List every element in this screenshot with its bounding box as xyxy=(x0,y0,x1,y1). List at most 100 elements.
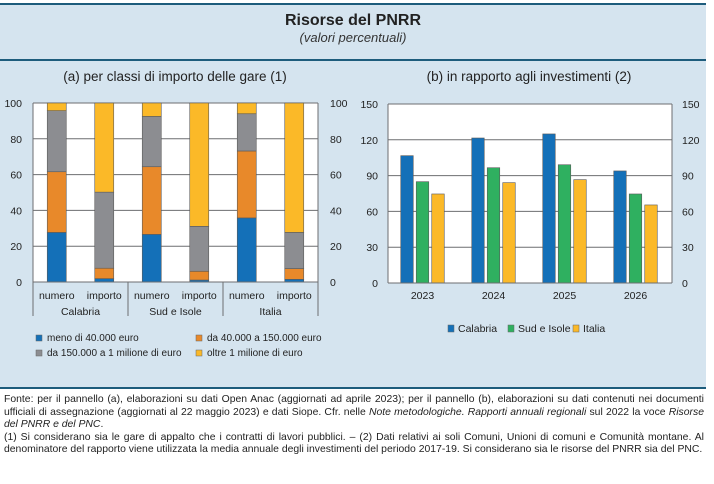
source-text-3: . xyxy=(100,419,104,431)
chart-a-legend-label: da 150.000 a 1 milione di euro xyxy=(47,348,182,359)
chart-a-ytick-left: 60 xyxy=(10,170,22,182)
chart-b-bar xyxy=(613,170,627,284)
chart-a-bar-segment xyxy=(284,268,305,280)
chart-a-bar-segment xyxy=(141,234,162,283)
chart-a-bar-segment xyxy=(46,110,67,173)
chart-a-legend-swatch xyxy=(35,349,43,357)
charts-svg: (a) per classi di importo delle gare (1)… xyxy=(4,69,699,359)
bottom-rule xyxy=(0,387,706,389)
chart-a-xtick: importo xyxy=(87,290,122,302)
chart-b-xtick: 2025 xyxy=(553,290,577,302)
chart-b-ytick-left: 150 xyxy=(360,99,378,111)
chart-a-xtick: numero xyxy=(229,290,265,302)
header-rule xyxy=(0,59,706,61)
chart-b: (b) in rapporto agli investimenti (2) 0 0 3… xyxy=(360,69,699,335)
chart-b-bar xyxy=(431,193,445,284)
chart-a-bar-segment xyxy=(141,102,162,117)
chart-a-bar-segment xyxy=(46,102,67,111)
chart-a-xtick: numero xyxy=(39,290,75,302)
chart-a-bar-segment xyxy=(141,116,162,168)
chart-a-bar-segment xyxy=(189,226,210,272)
chart-a-legend-swatch xyxy=(35,334,43,342)
chart-a-ytick-right: 100 xyxy=(330,98,348,110)
chart-a-bar-segment xyxy=(46,171,67,233)
chart-b-legend-label: Calabria xyxy=(458,323,497,335)
chart-a-group-label: Calabria xyxy=(61,306,100,318)
chart-a-ytick-right: 0 xyxy=(330,277,336,289)
chart-a-group-label: Sud e Isole xyxy=(149,306,202,318)
chart-b-bar xyxy=(557,164,572,284)
chart-b-ytick-right: 60 xyxy=(682,206,694,218)
chart-b-bar xyxy=(486,167,501,284)
chart-a-bar-segment xyxy=(141,166,162,235)
chart-b-legend-swatch xyxy=(447,324,455,333)
chart-a-bar-segment xyxy=(94,191,115,269)
chart-b-ytick-left: 30 xyxy=(366,242,378,254)
chart-a-bar-segment xyxy=(189,270,210,281)
chart-a-xtick: importo xyxy=(182,290,217,302)
chart-b-bar xyxy=(400,155,414,284)
chart-b-ytick-right: 30 xyxy=(682,242,694,254)
chart-a-bar-segment xyxy=(284,102,305,233)
chart-a-group-label: Italia xyxy=(259,306,281,318)
chart-b-ytick-right: 90 xyxy=(682,171,694,183)
chart-a-ytick-left: 100 xyxy=(4,98,22,110)
chart-a-legend-label: meno di 40.000 euro xyxy=(47,333,139,344)
chart-a-ytick-right: 80 xyxy=(330,134,342,146)
chart-b-ytick-left: 60 xyxy=(366,206,378,218)
chart-a-ytick-right: 20 xyxy=(330,241,342,253)
source-note: Fonte: per il pannello (a), elaborazioni… xyxy=(4,394,704,432)
source-italic-2: Risorse del PNRR e del PNC xyxy=(4,406,704,431)
chart-b-legend-label: Sud e Isole xyxy=(518,323,571,335)
chart-a-ytick-right: 40 xyxy=(330,205,342,217)
chart-a-bar-segment xyxy=(236,217,257,283)
chart-a-bar-segment xyxy=(94,267,115,279)
chart-b-xtick: 2023 xyxy=(411,290,435,302)
chart-b-title: (b) in rapporto agli investimenti (2) xyxy=(427,69,632,84)
chart-a-bar-segment xyxy=(46,232,67,283)
chart-a-legend-swatch xyxy=(195,334,203,342)
chart-a-xtick: importo xyxy=(277,290,312,302)
chart-a-legend-swatch xyxy=(195,349,203,357)
chart-b-ytick-left: 0 xyxy=(372,278,378,290)
source-notes: Fonte: per il pannello (a), elaborazioni… xyxy=(4,394,704,457)
chart-a-bar-segment xyxy=(94,102,115,193)
chart-a-bar-segment xyxy=(236,150,257,219)
chart-a-title: (a) per classi di importo delle gare (1) xyxy=(63,69,287,84)
chart-a-bar-segment xyxy=(284,232,305,269)
chart-a-xtick: numero xyxy=(134,290,170,302)
chart-b-xtick: 2026 xyxy=(624,290,648,302)
chart-a-bar-segment xyxy=(236,113,257,152)
source-text-1: Fonte: per il pannello (a), elaborazioni… xyxy=(4,394,704,418)
chart-b-ytick-left: 90 xyxy=(366,171,378,183)
chart-b-bar xyxy=(644,204,658,284)
chart-a-ytick-right: 60 xyxy=(330,170,342,182)
chart-a-bar-segment xyxy=(189,102,210,227)
chart-b-bar xyxy=(542,133,556,284)
chart-a-ytick-left: 80 xyxy=(10,134,22,146)
chart-a-ytick-left: 40 xyxy=(10,205,22,217)
chart-b-ytick-right: 120 xyxy=(682,135,700,147)
chart-a: (a) per classi di importo delle gare (1)… xyxy=(4,69,347,359)
source-text-2: sul 2022 la voce xyxy=(586,406,669,418)
chart-b-legend-swatch xyxy=(507,324,515,333)
chart-b-legend-swatch xyxy=(572,324,580,333)
chart-a-bar-segment xyxy=(94,278,115,283)
top-rule xyxy=(0,3,706,5)
chart-a-plot-area xyxy=(33,103,318,282)
chart-b-bar xyxy=(471,137,485,284)
source-italic-1: Note metodologiche. Rapporti annuali reg… xyxy=(368,406,587,418)
chart-a-ytick-left: 20 xyxy=(10,241,22,253)
chart-b-xtick: 2024 xyxy=(482,290,506,302)
chart-a-legend-label: oltre 1 milione di euro xyxy=(207,348,303,359)
chart-b-ytick-right: 150 xyxy=(682,99,700,111)
chart-b-bar xyxy=(628,193,643,284)
footnote: (1) Si considerano sia le gare di appalt… xyxy=(4,431,704,456)
chart-a-ytick-left: 0 xyxy=(16,277,22,289)
chart-b-bar xyxy=(573,179,587,284)
chart-b-bar xyxy=(502,182,516,284)
chart-a-bar-segment xyxy=(236,102,257,115)
chart-a-legend-label: da 40.000 a 150.000 euro xyxy=(207,333,322,344)
figure-subtitle: (valori percentuali) xyxy=(299,30,407,45)
chart-b-bar xyxy=(415,181,430,284)
